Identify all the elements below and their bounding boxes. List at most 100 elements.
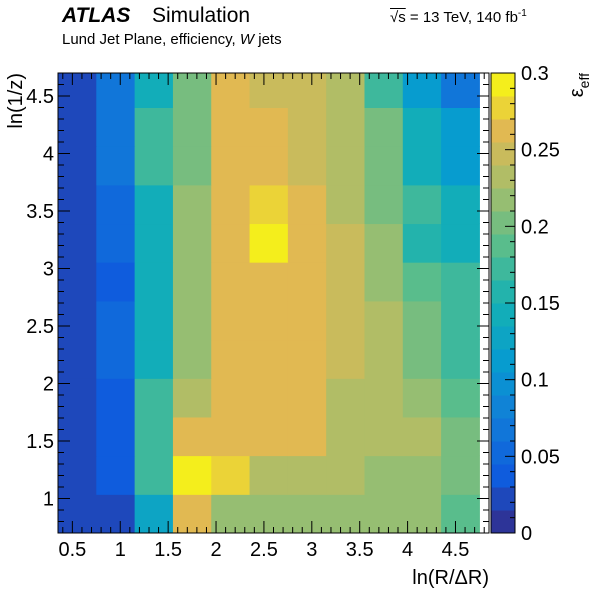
subtitle-prefix: Lund Jet Plane, efficiency,: [62, 31, 240, 48]
heatmap-cell: [172, 494, 212, 534]
heatmap-cell: [287, 107, 327, 147]
z-tick-label: 0.25: [521, 140, 560, 162]
heatmap-cell: [58, 146, 97, 186]
palette-band: [491, 280, 515, 304]
z-tick-label: 0.05: [521, 446, 560, 468]
heatmap-cell: [402, 416, 442, 457]
heatmap-cell: [287, 339, 327, 379]
subtitle-jet-type: W: [239, 31, 255, 48]
palette-band: [491, 464, 515, 488]
heatmap-cell: [172, 262, 212, 302]
heatmap-cell: [134, 262, 174, 302]
heatmap-cell: [287, 300, 327, 341]
lumi-exponent: -1: [517, 8, 527, 19]
heatmap-cell: [249, 262, 289, 302]
x-tick-label: 4: [402, 539, 413, 561]
heatmap-cell: [58, 184, 97, 225]
x-tick-label: 1: [115, 539, 126, 561]
heatmap-cell: [211, 455, 251, 495]
z-tick-label: 0.2: [521, 216, 549, 238]
heatmap-cell: [96, 300, 136, 341]
heatmap-cell: [172, 300, 212, 341]
palette-band: [491, 165, 515, 189]
heatmap-cell: [249, 300, 289, 341]
heatmap-cell: [211, 107, 251, 147]
heatmap-cell: [58, 494, 97, 534]
heatmap-cell: [211, 339, 251, 379]
z-tick-label: 0.3: [521, 63, 549, 85]
z-tick-label: 0: [521, 523, 532, 545]
z-axis-title-subscript: eff: [576, 73, 592, 88]
heatmap-cell: [326, 494, 365, 534]
palette-band: [491, 211, 515, 235]
palette-band: [491, 119, 515, 143]
palette-band: [491, 73, 515, 97]
heatmap-cell: [96, 184, 136, 225]
heatmap-cell: [134, 107, 174, 147]
heatmap-cell: [96, 339, 136, 379]
heatmap-cell: [287, 146, 327, 186]
energy-lumi-text: = 13 TeV, 140 fb: [405, 9, 518, 26]
heatmap-cell: [211, 223, 251, 263]
heatmap-cell: [249, 184, 289, 225]
heatmap-cell: [402, 146, 442, 186]
heatmap-cell: [441, 494, 480, 534]
heatmap-cell: [364, 416, 404, 457]
heatmap-cell: [441, 416, 480, 457]
palette-band: [491, 96, 515, 120]
palette-band: [491, 372, 515, 396]
heatmap-cell: [249, 378, 289, 418]
heatmap-cell: [441, 455, 480, 495]
heatmap-cell: [402, 339, 442, 379]
heatmap-cell: [441, 378, 480, 418]
heatmap-cell: [134, 223, 174, 263]
x-tick-label: 3.5: [346, 539, 374, 561]
heatmap-cell: [402, 455, 442, 495]
heatmap-cell: [134, 300, 174, 341]
heatmap-cell: [96, 73, 136, 108]
heatmap-cell: [96, 223, 136, 263]
heatmap-cell: [134, 184, 174, 225]
heatmap-cell: [211, 300, 251, 341]
heatmap-cell: [172, 73, 212, 108]
heatmap-cell: [58, 223, 97, 263]
heatmap-cells: [58, 73, 480, 534]
palette-band: [491, 142, 515, 166]
heatmap-cell: [441, 339, 480, 379]
y-tick-label: 2.5: [26, 316, 54, 338]
heatmap-cell: [134, 146, 174, 186]
palette-band: [491, 234, 515, 258]
heatmap-cell: [326, 378, 365, 418]
heatmap-cell: [364, 378, 404, 418]
heatmap-cell: [249, 73, 289, 108]
heatmap-cell: [172, 416, 212, 457]
z-axis: 0 0.05 0.1 0.15 0.2 0.25 0.3: [505, 63, 560, 545]
heatmap-cell: [134, 73, 174, 108]
y-tick-label: 4.5: [26, 86, 54, 108]
x-tick-label: 0.5: [58, 539, 86, 561]
heatmap-cell: [249, 494, 289, 534]
x-tick-label: 4.5: [442, 539, 470, 561]
y-axis-title: ln(1/z): [5, 73, 27, 129]
heatmap-cell: [287, 73, 327, 108]
heatmap-cell: [134, 494, 174, 534]
heatmap-cell: [402, 107, 442, 147]
heatmap-cell: [134, 339, 174, 379]
x-tick-label: 3: [306, 539, 317, 561]
y-tick-label: 2: [43, 374, 54, 396]
heatmap-cell: [326, 262, 365, 302]
palette-band: [491, 303, 515, 327]
heatmap-cell: [211, 73, 251, 108]
heatmap-cell: [441, 223, 480, 263]
heatmap-cell: [172, 223, 212, 263]
heatmap-cell: [441, 184, 480, 225]
heatmap-cell: [211, 494, 251, 534]
x-axis: 0.5 1 1.5 2 2.5 3 3.5 4 4.5: [58, 73, 485, 561]
heatmap-cell: [402, 262, 442, 302]
experiment-label: ATLAS: [62, 4, 131, 27]
heatmap-cell: [58, 416, 97, 457]
y-axis: 1 1.5 2 2.5 3 3.5 4 4.5: [26, 72, 489, 534]
heatmap-cell: [58, 339, 97, 379]
plot-subtitle: Lund Jet Plane, efficiency, W jets: [62, 31, 282, 48]
